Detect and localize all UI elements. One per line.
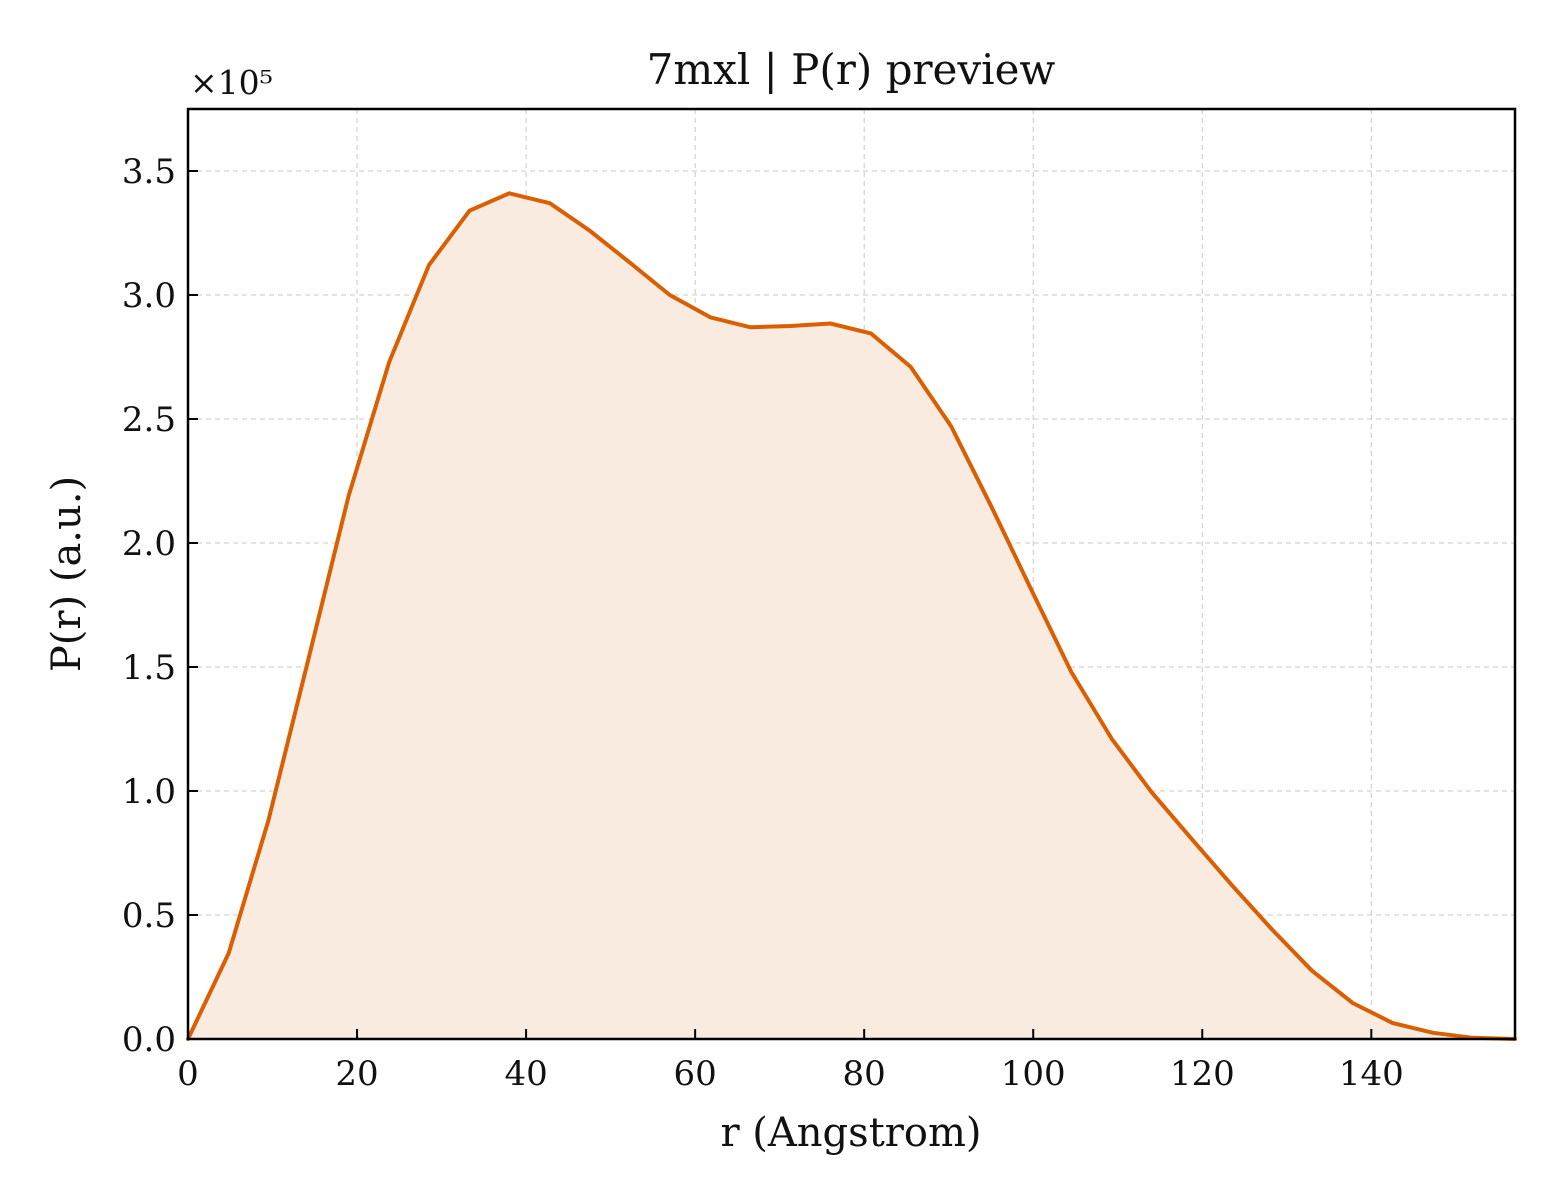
plot-frame xyxy=(186,107,1517,1041)
x-tick-label: 140 xyxy=(1339,1054,1404,1094)
y-tick-label: 1.5 xyxy=(122,648,176,688)
y-axis-title: P(r) (a.u.) xyxy=(44,476,90,672)
y-tick-label: 2.0 xyxy=(122,524,176,564)
y-tick-label: 0.5 xyxy=(122,896,176,936)
x-tick-label: 100 xyxy=(1001,1054,1066,1094)
x-tick-label: 40 xyxy=(504,1054,547,1094)
pr-series-line xyxy=(186,191,1517,1041)
y-tick-label: 3.0 xyxy=(122,276,176,316)
y-tick-label: 2.5 xyxy=(122,400,176,440)
y-tick-label: 3.5 xyxy=(122,152,176,192)
x-tick-label: 120 xyxy=(1170,1054,1235,1094)
pr-area-fill xyxy=(188,193,1515,1040)
x-tick-label: 20 xyxy=(335,1054,378,1094)
ticks: 0 20 40 60 80 100 120 140 0.0 0.5 1.0 1.5 2.0 2.5 3.0 3… xyxy=(122,152,1404,1094)
x-tick-label: 80 xyxy=(843,1054,886,1094)
chart-title: 7mxl | P(r) preview xyxy=(647,45,1056,94)
y-multiplier-label: ×10⁵ xyxy=(190,63,273,102)
y-tick-label: 0.0 xyxy=(122,1020,176,1060)
x-tick-label: 60 xyxy=(674,1054,717,1094)
x-tick-label: 0 xyxy=(177,1054,199,1094)
x-axis-title: r (Angstrom) xyxy=(720,1110,981,1156)
y-tick-label: 1.0 xyxy=(122,772,176,812)
